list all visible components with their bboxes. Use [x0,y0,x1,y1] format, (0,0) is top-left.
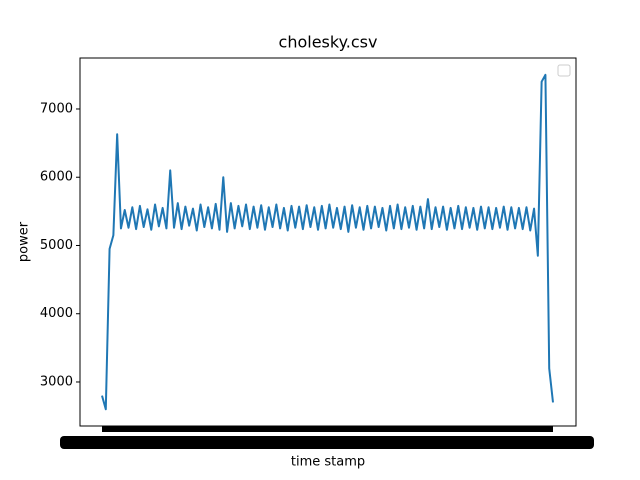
y-tick-label: 4000 [40,306,73,321]
chart-title: cholesky.csv [279,33,378,52]
y-tick-label: 3000 [40,374,73,389]
y-tick-label: 7000 [40,101,73,116]
y-tick-label: 6000 [40,170,73,185]
plot-frame [79,57,577,427]
x-tick-labels-overlap [60,436,594,449]
legend [557,64,571,77]
data-line [101,73,554,411]
x-axis-label: time stamp [291,455,365,470]
x-tick-marks [102,426,553,432]
y-axis-label: power [17,221,32,262]
y-tick-label: 5000 [40,238,73,253]
x-tick-blob [60,426,594,449]
